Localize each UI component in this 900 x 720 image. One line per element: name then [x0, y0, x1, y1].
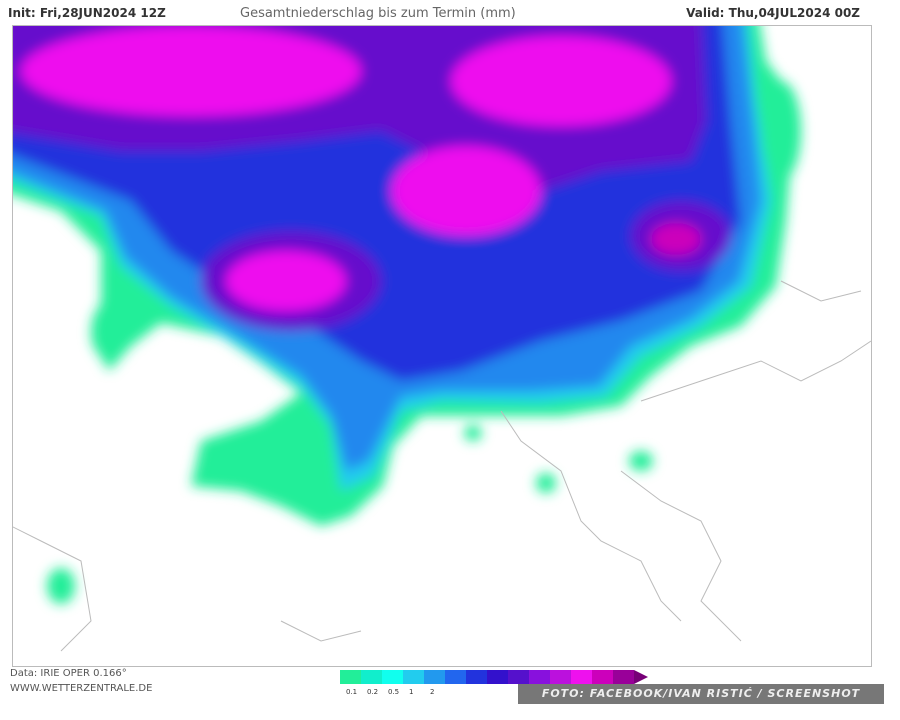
precip-blob: [91, 301, 131, 361]
precip-blob: [451, 36, 671, 126]
precip-blob: [536, 473, 556, 493]
precip-blob: [629, 451, 653, 471]
precip-blob: [651, 223, 701, 255]
precip-blob: [391, 146, 541, 236]
legend-swatch: [445, 670, 466, 684]
legend-swatch: [403, 670, 424, 684]
legend-tick: 0.5: [388, 688, 400, 696]
legend-swatch: [529, 670, 550, 684]
coastlines: [13, 280, 871, 652]
legend-swatch: [382, 670, 403, 684]
valid-time: Valid: Thu,04JUL2024 00Z: [686, 6, 860, 20]
precip-blob: [226, 251, 346, 311]
legend-swatch: [487, 670, 508, 684]
legend-swatch: [361, 670, 382, 684]
legend-tick: 0.2: [367, 688, 379, 696]
legend-tick: 2: [430, 688, 435, 696]
legend-swatch: [571, 670, 592, 684]
precip-blob: [761, 81, 801, 181]
legend-arrow: [634, 670, 648, 684]
legend-swatch: [613, 670, 634, 684]
legend-swatch: [466, 670, 487, 684]
photo-credit: FOTO: FACEBOOK/IVAN RISTIĆ / SCREENSHOT: [518, 684, 884, 704]
precipitation-map: [12, 25, 872, 667]
color-legend: [340, 670, 648, 684]
init-time: Init: Fri,28JUN2024 12Z: [8, 6, 166, 20]
legend-swatch: [340, 670, 361, 684]
legend-swatch: [592, 670, 613, 684]
data-source: Data: IRIE OPER 0.166°: [10, 668, 127, 679]
legend-swatch: [508, 670, 529, 684]
legend-swatch: [424, 670, 445, 684]
website: WWW.WETTERZENTRALE.DE: [10, 683, 153, 694]
precip-blob: [21, 26, 361, 116]
legend-tick: 0.1: [346, 688, 358, 696]
precip-blob: [47, 568, 75, 604]
legend-swatch: [550, 670, 571, 684]
precip-blob: [464, 425, 482, 441]
map-title: Gesamtniederschlag bis zum Termin (mm): [240, 6, 516, 21]
legend-tick: 1: [409, 688, 414, 696]
